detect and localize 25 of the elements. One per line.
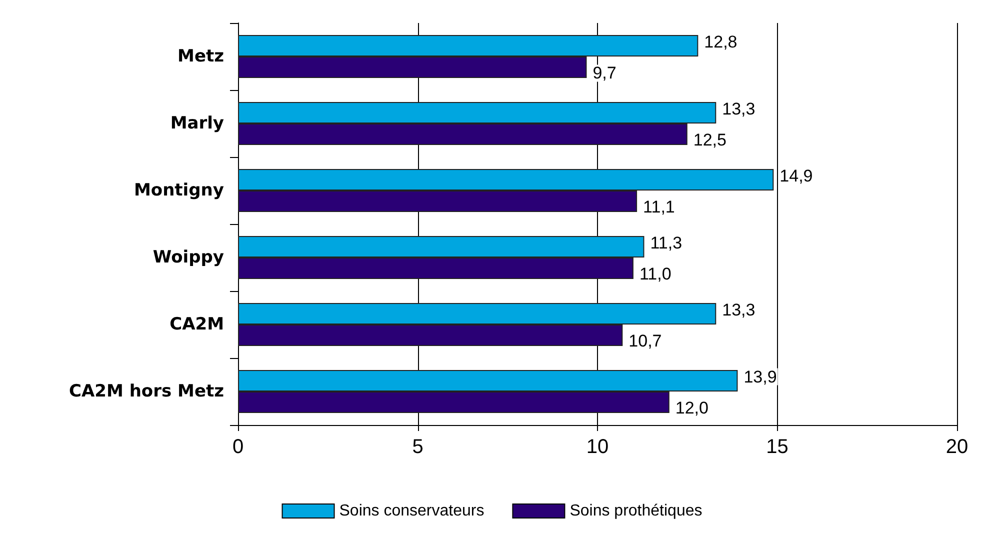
data-label: 12,0 <box>675 398 708 418</box>
x-tick-label: 15 <box>766 436 788 458</box>
x-tick-label: 5 <box>412 436 424 458</box>
y-tick-label: Metz <box>178 46 224 66</box>
y-tick-label: CA2M <box>170 314 224 334</box>
x-tick-label: 10 <box>586 436 609 458</box>
y-tick-label: Marly <box>170 114 224 134</box>
data-label: 11,1 <box>643 198 675 217</box>
y-tick-label: Woippy <box>152 248 224 268</box>
legend-label: Soins conservateurs <box>339 502 484 520</box>
data-label: 13,3 <box>722 99 756 118</box>
data-label: 10,7 <box>628 332 662 351</box>
data-label: 12,8 <box>704 32 738 52</box>
x-tick-label: 0 <box>232 436 244 458</box>
data-label: 13,9 <box>744 367 777 386</box>
data-label: 12,5 <box>693 130 726 150</box>
data-label: 9,7 <box>592 64 616 83</box>
y-tick-label: Montigny <box>134 180 224 200</box>
y-tick-label: CA2M hors Metz <box>69 382 224 402</box>
x-tick-label: 20 <box>946 436 968 458</box>
data-label: 13,3 <box>722 300 756 320</box>
data-label: 11,3 <box>650 233 682 252</box>
legend-label: Soins prothétiques <box>570 502 702 520</box>
data-label: 11,0 <box>639 264 672 284</box>
data-label: 14,9 <box>780 166 813 186</box>
